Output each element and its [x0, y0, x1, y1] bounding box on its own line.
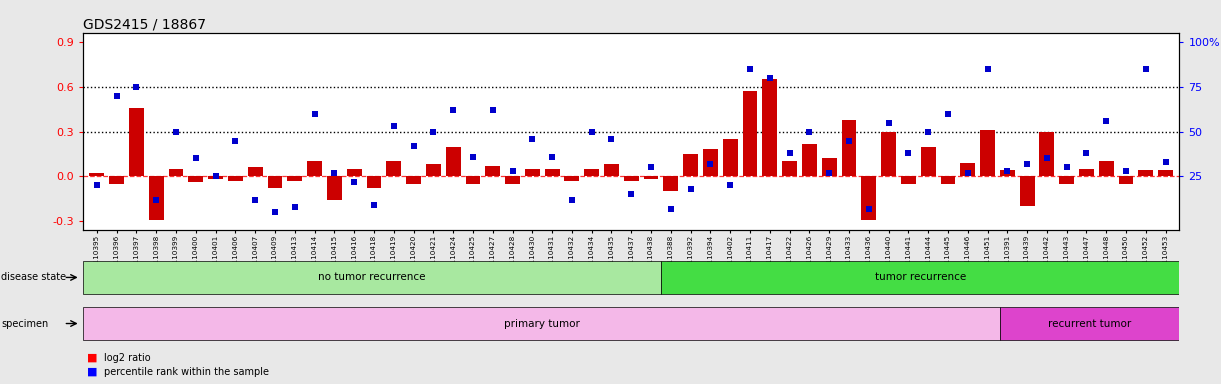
Bar: [762, 79, 778, 177]
Bar: [1138, 170, 1154, 177]
Bar: [1099, 162, 1114, 177]
Bar: [1159, 170, 1173, 177]
Bar: [267, 177, 282, 189]
Text: specimen: specimen: [1, 318, 49, 329]
Bar: [129, 108, 144, 177]
Bar: [228, 177, 243, 181]
Bar: [661, 260, 1179, 295]
Bar: [841, 119, 856, 177]
Bar: [407, 177, 421, 184]
Bar: [426, 164, 441, 177]
Bar: [1060, 177, 1074, 184]
Bar: [585, 169, 600, 177]
Bar: [386, 162, 402, 177]
Bar: [308, 162, 322, 177]
Bar: [1079, 169, 1094, 177]
Text: ■: ■: [87, 367, 98, 377]
Bar: [545, 169, 559, 177]
Bar: [980, 130, 995, 177]
Bar: [1039, 131, 1054, 177]
Bar: [684, 154, 698, 177]
Bar: [703, 149, 718, 177]
Bar: [505, 177, 520, 184]
Bar: [83, 260, 661, 295]
Bar: [83, 306, 1000, 341]
Bar: [921, 147, 935, 177]
Bar: [209, 177, 223, 179]
Bar: [723, 139, 737, 177]
Text: percentile rank within the sample: percentile rank within the sample: [104, 367, 269, 377]
Bar: [109, 177, 125, 184]
Bar: [347, 169, 361, 177]
Bar: [742, 91, 757, 177]
Bar: [366, 177, 381, 189]
Text: ■: ■: [87, 353, 98, 363]
Text: GDS2415 / 18867: GDS2415 / 18867: [83, 18, 206, 31]
Bar: [861, 177, 877, 220]
Bar: [485, 166, 501, 177]
Text: primary tumor: primary tumor: [503, 318, 580, 329]
Bar: [465, 177, 480, 184]
Bar: [802, 144, 817, 177]
Bar: [783, 162, 797, 177]
Bar: [1000, 306, 1179, 341]
Text: tumor recurrence: tumor recurrence: [874, 272, 966, 283]
Bar: [901, 177, 916, 184]
Bar: [188, 177, 203, 182]
Bar: [1000, 170, 1015, 177]
Text: no tumor recurrence: no tumor recurrence: [319, 272, 426, 283]
Bar: [149, 177, 164, 220]
Bar: [624, 177, 639, 181]
Text: recurrent tumor: recurrent tumor: [1048, 318, 1132, 329]
Bar: [604, 164, 619, 177]
Bar: [168, 169, 183, 177]
Text: disease state: disease state: [1, 272, 66, 283]
Bar: [564, 177, 579, 181]
Bar: [1020, 177, 1034, 207]
Bar: [327, 177, 342, 200]
Bar: [882, 131, 896, 177]
Text: log2 ratio: log2 ratio: [104, 353, 150, 363]
Bar: [643, 177, 658, 179]
Bar: [960, 163, 976, 177]
Bar: [1118, 177, 1133, 184]
Bar: [89, 174, 104, 177]
Bar: [663, 177, 678, 192]
Bar: [822, 159, 836, 177]
Bar: [525, 169, 540, 177]
Bar: [940, 177, 955, 184]
Bar: [446, 147, 460, 177]
Bar: [287, 177, 303, 181]
Bar: [248, 167, 263, 177]
